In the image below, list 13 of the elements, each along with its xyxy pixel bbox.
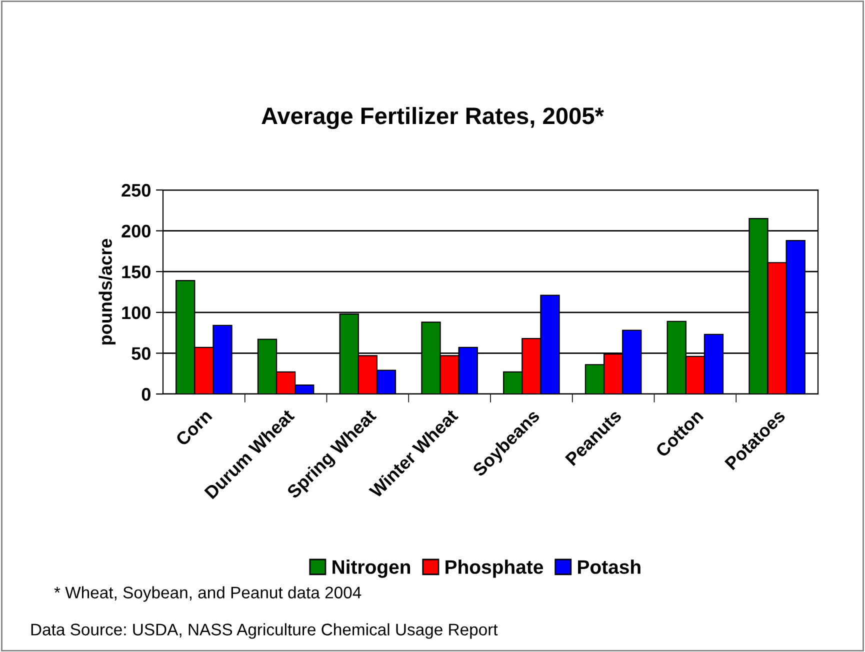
legend-label: Nitrogen [332,560,410,578]
y-axis-title: pounds/acre [98,238,116,344]
y-tick-label: 100 [122,306,150,320]
chart-title: Average Fertilizer Rates, 2005* [262,106,604,130]
y-tick-label: 250 [122,184,150,197]
source-note: Data Source: USDA, NASS Agriculture Chemical Usage Report [31,623,498,639]
text: * Wheat, Soybean, and Peanut data 2004 [54,586,362,602]
y-tick-label: 200 [122,224,150,238]
legend-label: Phosphate [446,560,544,578]
y-tick-label: 150 [122,266,150,278]
legend-label: Potash [578,560,640,574]
y-tick-label: 0 [142,388,150,401]
y-tick-label: 50 [132,347,150,360]
